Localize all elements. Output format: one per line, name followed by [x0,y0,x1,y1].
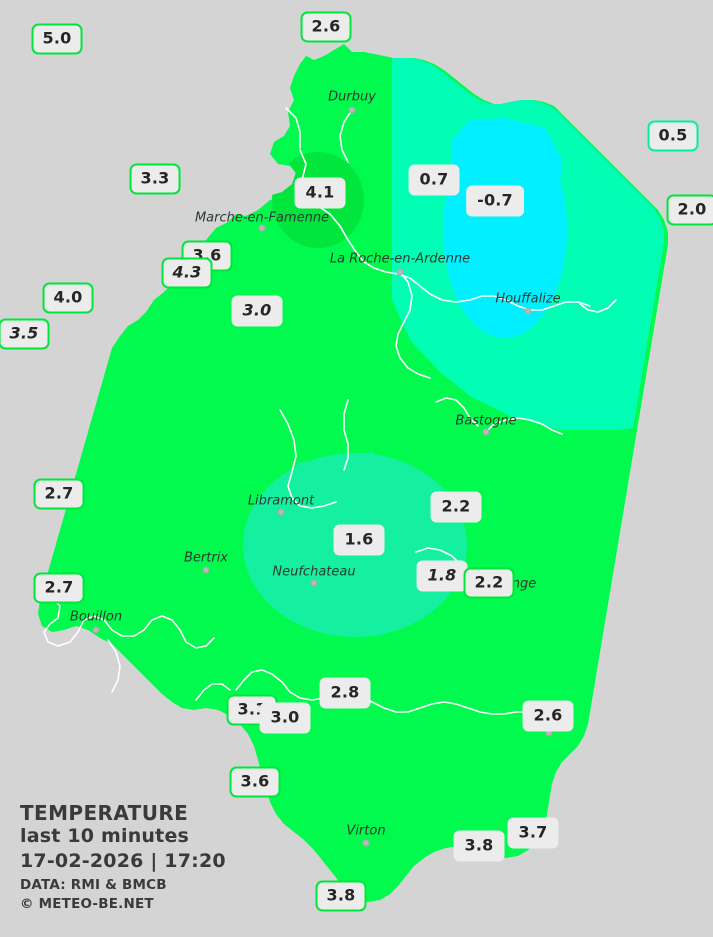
temperature-reading: 2.6 [522,700,574,732]
temperature-reading: 2.2 [463,567,515,599]
temperature-reading: 3.8 [315,880,367,912]
temperature-reading: 2.7 [33,478,85,510]
city-dot-durbuy [348,106,356,114]
temperature-reading: 2.2 [430,491,482,523]
city-dot-houffalize [524,307,532,315]
temperature-reading: 4.0 [42,282,94,314]
temperature-reading: -0.7 [466,185,524,217]
temperature-reading: 0.7 [408,164,460,196]
temperature-reading: 2.8 [319,677,371,709]
temperature-reading: 1.6 [333,524,385,556]
caption-datasource: DATA: RMI & BMCB [20,876,167,893]
city-dot-la-roche-en-ardenne [396,268,404,276]
city-dot-bouillon [92,626,100,634]
map-caption: TEMPERATURE last 10 minutes 17-02-2026 |… [20,801,226,915]
caption-copyright: © METEO-BE.NET [20,896,154,913]
city-dot-virton [362,839,370,847]
temperature-reading: 3.6 [229,766,281,798]
temperature-reading: 3.5 [0,318,50,350]
temperature-reading: 4.1 [294,177,346,209]
temperature-reading: 3.3 [129,163,181,195]
temperature-reading: 3.8 [453,830,505,862]
temperature-reading: 5.0 [31,23,83,55]
river-network [39,107,617,715]
temperature-reading: 3.0 [259,702,311,734]
caption-datetime: 17-02-2026 | 17:20 [20,850,226,873]
temperature-reading: 0.5 [647,120,699,152]
temperature-reading: 1.8 [416,560,468,592]
city-dot-bastogne [482,428,490,436]
temperature-reading: 4.3 [161,257,213,289]
temperature-reading: 2.7 [33,572,85,604]
city-dot-bertrix [202,566,210,574]
city-dot-marche-en-famenne [258,224,266,232]
temperature-reading: 2.0 [666,194,713,226]
temperature-reading: 3.0 [231,295,283,327]
temperature-reading: 3.7 [507,817,559,849]
caption-period: last 10 minutes [20,825,190,848]
city-dot-neufchateau [310,579,318,587]
caption-title: TEMPERATURE [20,801,189,826]
temperature-reading: 2.6 [300,11,352,43]
city-dot-libramont [277,508,285,516]
